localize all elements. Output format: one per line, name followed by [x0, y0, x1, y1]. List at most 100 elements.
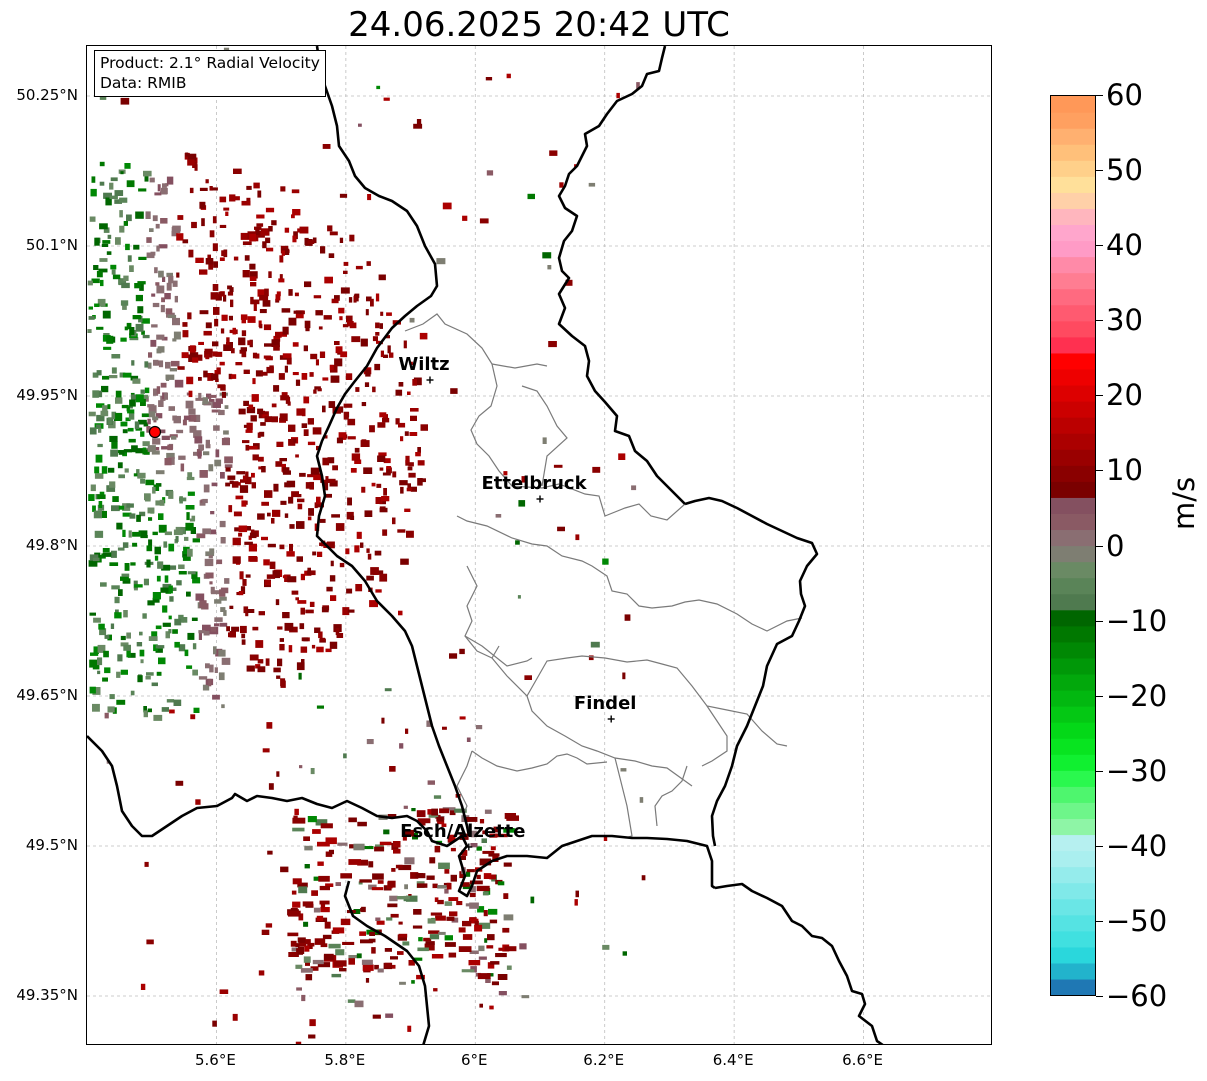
velocity-echo: [450, 388, 458, 394]
velocity-echo: [319, 885, 330, 891]
velocity-echo: [215, 398, 223, 404]
velocity-echo: [340, 873, 352, 879]
velocity-echo: [146, 237, 152, 243]
velocity-colorbar: [1050, 95, 1096, 996]
velocity-echo: [548, 341, 557, 348]
velocity-echo: [489, 919, 498, 924]
velocity-echo: [174, 618, 182, 626]
velocity-echo: [212, 694, 220, 700]
velocity-echo: [387, 814, 397, 818]
velocity-echo: [282, 467, 290, 473]
velocity-echo: [489, 874, 497, 880]
velocity-echo: [257, 408, 264, 415]
velocity-echo: [238, 532, 243, 537]
velocity-echo: [199, 310, 209, 315]
velocity-echo: [319, 518, 326, 523]
velocity-echo: [302, 901, 314, 907]
velocity-echo: [482, 891, 489, 896]
velocity-echo: [208, 678, 212, 687]
velocity-echo: [387, 880, 396, 888]
velocity-echo: [100, 582, 107, 587]
velocity-echo: [489, 1005, 494, 1010]
velocity-echo: [126, 632, 131, 639]
velocity-echo: [268, 783, 274, 790]
velocity-echo: [185, 152, 189, 157]
velocity-echo: [267, 543, 276, 548]
velocity-echo: [353, 909, 361, 914]
velocity-echo: [93, 557, 100, 562]
velocity-echo: [304, 945, 310, 952]
velocity-echo: [294, 808, 299, 816]
velocity-echo: [140, 389, 145, 394]
velocity-echo: [390, 956, 398, 960]
velocity-echo: [343, 403, 353, 408]
velocity-echo: [297, 600, 307, 604]
velocity-echo: [313, 907, 321, 913]
colorbar-tick-label: −60: [1106, 979, 1168, 1013]
velocity-echo: [128, 530, 132, 538]
velocity-echo: [209, 548, 215, 554]
velocity-echo: [292, 235, 297, 243]
velocity-echo: [185, 522, 194, 531]
velocity-echo: [261, 536, 268, 541]
velocity-echo: [330, 560, 334, 567]
velocity-echo: [98, 428, 102, 433]
velocity-echo: [398, 933, 408, 938]
velocity-echo: [231, 374, 237, 379]
colorbar-tick-label: −20: [1106, 678, 1168, 713]
velocity-echo: [506, 965, 512, 970]
velocity-echo: [195, 397, 203, 401]
velocity-echo: [176, 233, 184, 241]
velocity-echo: [397, 529, 406, 533]
velocity-echo: [459, 871, 465, 879]
velocity-echo: [148, 411, 156, 418]
velocity-echo: [380, 350, 384, 358]
velocity-echo: [114, 612, 122, 619]
velocity-echo: [435, 915, 446, 921]
velocity-echo: [292, 209, 301, 216]
velocity-echo: [288, 289, 293, 296]
velocity-echo: [360, 939, 373, 944]
velocity-echo: [379, 499, 386, 505]
velocity-echo: [375, 332, 380, 336]
velocity-echo: [122, 451, 127, 457]
velocity-echo: [485, 977, 491, 983]
velocity-echo: [208, 264, 214, 270]
velocity-echo: [249, 233, 256, 242]
velocity-echo: [261, 501, 269, 506]
velocity-echo: [301, 637, 308, 642]
velocity-echo: [417, 883, 428, 888]
velocity-echo: [484, 809, 492, 814]
velocity-echo: [160, 218, 168, 224]
velocity-echo: [383, 354, 389, 358]
velocity-echo: [360, 440, 370, 447]
velocity-echo: [261, 929, 270, 935]
velocity-echo: [347, 497, 352, 506]
velocity-echo: [193, 707, 200, 713]
velocity-echo: [280, 866, 289, 873]
velocity-echo: [148, 539, 153, 546]
velocity-echo: [107, 706, 115, 713]
velocity-echo: [559, 182, 564, 188]
velocity-echo: [300, 968, 313, 973]
velocity-echo: [143, 449, 150, 455]
velocity-echo: [97, 644, 106, 653]
velocity-echo: [209, 664, 214, 673]
lon-tick-label: 5.6°E: [195, 1051, 236, 1069]
velocity-echo: [459, 648, 465, 655]
velocity-echo: [149, 177, 155, 183]
colorbar-segment: [1051, 770, 1095, 787]
velocity-echo: [191, 221, 197, 229]
velocity-echo: [178, 571, 187, 575]
velocity-echo: [316, 496, 321, 505]
velocity-echo: [470, 843, 478, 848]
colorbar-segment: [1051, 802, 1095, 820]
velocity-echo: [223, 344, 233, 351]
velocity-echo: [247, 316, 256, 323]
velocity-echo: [320, 823, 333, 829]
velocity-echo: [103, 333, 110, 337]
velocity-echo: [291, 491, 299, 498]
velocity-echo: [202, 528, 211, 535]
velocity-echo: [221, 704, 225, 709]
velocity-echo: [158, 524, 167, 533]
